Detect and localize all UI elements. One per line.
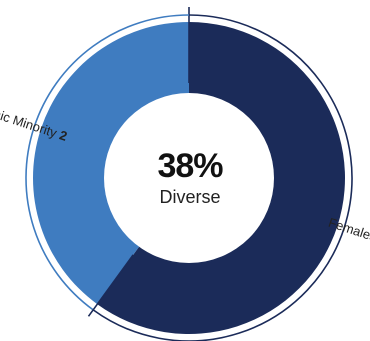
donut-hole: [104, 93, 274, 263]
center-caption: Diverse: [159, 187, 221, 207]
ring-ethnic-minority: [25, 14, 190, 311]
label-value-ethnic-minority: 2: [57, 128, 69, 145]
center-label: 38% Diverse: [120, 148, 260, 208]
center-value: 38%: [157, 147, 223, 185]
label-name-females: Females: [326, 215, 370, 246]
divider-ethnic-minority: [87, 254, 134, 317]
